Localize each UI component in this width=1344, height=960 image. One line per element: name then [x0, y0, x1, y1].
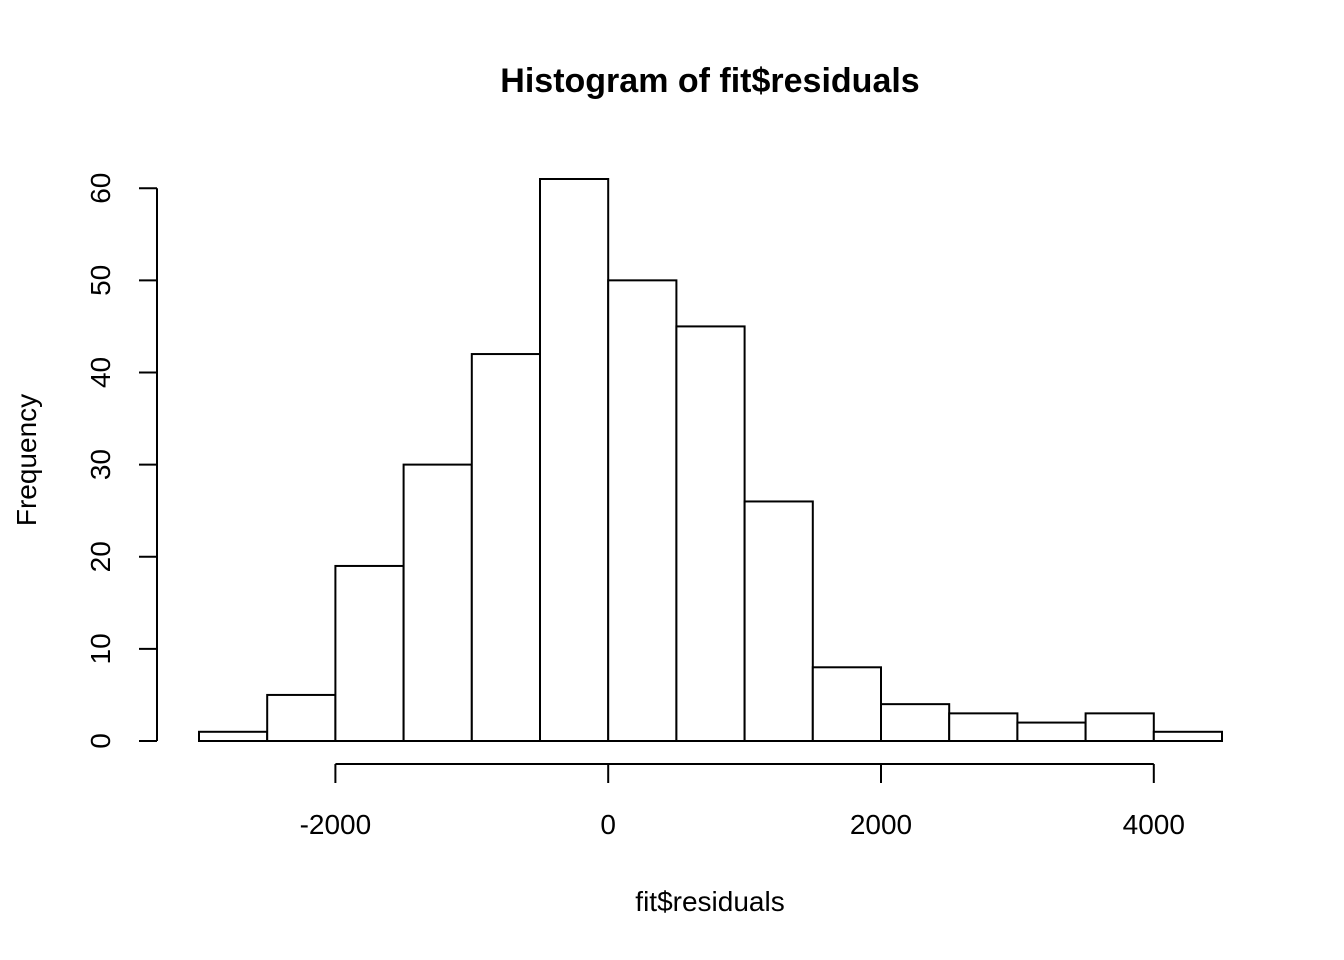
x-tick-label: 0: [600, 809, 616, 840]
histogram-bar: [1084, 712, 1155, 742]
x-axis-title: fit$residuals: [635, 886, 784, 917]
y-tick-label: 20: [85, 541, 116, 572]
x-tick-label: 2000: [850, 809, 912, 840]
histogram-bar: [743, 500, 814, 742]
x-tick-label: 4000: [1123, 809, 1185, 840]
histogram-bar: [334, 564, 405, 742]
histogram-bar: [811, 666, 882, 743]
y-tick-label: 30: [85, 449, 116, 480]
histogram-bar: [1152, 730, 1224, 742]
y-tick-label: 50: [85, 265, 116, 296]
chart-title: Histogram of fit$residuals: [500, 62, 919, 100]
histogram-bar: [1016, 721, 1087, 743]
histogram-bar: [470, 353, 541, 742]
histogram-bar: [266, 693, 337, 743]
x-tick-label: -2000: [300, 809, 372, 840]
histogram-bar: [880, 703, 951, 742]
y-tick-label: 40: [85, 357, 116, 388]
y-axis: 0 10 20 30 40 50 60: [85, 173, 158, 749]
histogram-bar: [539, 178, 610, 742]
y-tick-label: 60: [85, 173, 116, 204]
y-tick-label: 10: [85, 633, 116, 664]
y-tick-label: 0: [85, 733, 116, 749]
x-axis: -2000 0 2000 4000: [300, 763, 1185, 840]
y-axis-title: Frequency: [11, 394, 42, 526]
histogram-bar: [198, 730, 269, 742]
histogram-bar: [607, 279, 678, 742]
histogram-bars: [198, 178, 1224, 743]
histogram-bar: [402, 463, 473, 742]
histogram-bar: [675, 325, 746, 742]
histogram-bar: [948, 712, 1019, 742]
